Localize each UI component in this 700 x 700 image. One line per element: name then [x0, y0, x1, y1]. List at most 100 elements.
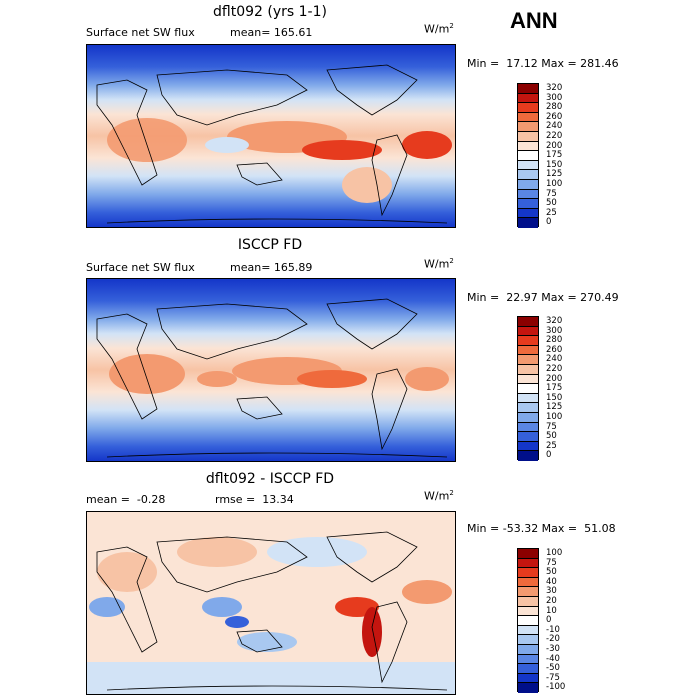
colorbar-swatch [518, 317, 538, 327]
colorbar-swatch [518, 93, 538, 104]
colorbar-swatch [518, 673, 538, 684]
colorbar-difference [517, 548, 539, 693]
colorbar-swatch [518, 189, 538, 200]
colorbar-swatch [518, 403, 538, 413]
tick-label: 25 [546, 440, 557, 451]
world-map-model [86, 44, 456, 228]
tick-label: 300 [546, 92, 563, 103]
colorbar-swatch [518, 141, 538, 152]
field-name: Surface net SW flux [86, 26, 195, 39]
tick-label: 200 [546, 373, 563, 384]
colorbar-swatch [518, 208, 538, 219]
tick-label: 220 [546, 131, 563, 141]
colorbar-model [517, 83, 539, 228]
min-max-label: Min = 17.12 Max = 281.46 [467, 57, 619, 70]
tick-label: -50 [546, 663, 560, 674]
tick-label: 260 [546, 344, 563, 355]
colorbar-swatch [518, 103, 538, 113]
units-label: W/m2 [424, 489, 454, 503]
colorbar-swatch [518, 568, 538, 578]
colorbar-swatch [518, 635, 538, 645]
tick-label: 50 [546, 567, 557, 578]
tick-label: -75 [546, 672, 560, 683]
colorbar-swatch [518, 644, 538, 655]
colorbar-swatch [518, 587, 538, 597]
colorbar-swatch [518, 170, 538, 180]
colorbar-swatch [518, 683, 538, 693]
tick-label: 40 [546, 576, 557, 587]
colorbar-swatch [518, 606, 538, 617]
tick-label: 175 [546, 383, 563, 394]
tick-label: -20 [546, 634, 560, 645]
mean-value: mean= 165.61 [230, 26, 313, 39]
tick-label: 280 [546, 102, 563, 113]
colorbar-swatch [518, 422, 538, 433]
colorbar-observations [517, 316, 539, 461]
min-max-label: Min = 22.97 Max = 270.49 [467, 291, 619, 304]
colorbar-swatch [518, 179, 538, 190]
tick-label: 75 [546, 421, 557, 432]
contour-map-image [87, 279, 455, 461]
coastline-outlines [96, 298, 448, 458]
colorbar-swatch [518, 199, 538, 209]
mean-value: mean= 165.89 [230, 261, 313, 274]
tick-label: 30 [546, 586, 557, 597]
colorbar-swatch [518, 336, 538, 346]
tick-label: 300 [546, 325, 563, 336]
colorbar-swatch [518, 355, 538, 365]
colorbar-swatch [518, 345, 538, 356]
tick-label: -100 [546, 682, 566, 693]
colorbar-swatch [518, 432, 538, 442]
world-map-observations [86, 278, 456, 462]
colorbar-swatch [518, 664, 538, 674]
colorbar-swatch [518, 131, 538, 142]
colorbar-swatch [518, 364, 538, 375]
tick-label: 25 [546, 207, 557, 218]
tick-label: 20 [546, 596, 557, 606]
colorbar-ticks: 320 300 280 260 240 220 200 175 150 125 … [546, 84, 586, 228]
colorbar-swatch [518, 412, 538, 423]
tick-label: 50 [546, 198, 557, 209]
units-label: W/m2 [424, 257, 454, 271]
colorbar-ticks: 100 75 50 40 30 20 10 0 -10 -20 -30 -40 … [546, 549, 586, 693]
colorbar-swatch [518, 122, 538, 132]
colorbar-swatch [518, 596, 538, 607]
tick-label: 150 [546, 159, 563, 170]
tick-label: 50 [546, 431, 557, 442]
colorbar-swatch [518, 384, 538, 394]
panel-title: dflt092 - ISCCP FD [205, 471, 335, 487]
tick-label: -30 [546, 644, 560, 654]
tick-label: 260 [546, 111, 563, 122]
colorbar-swatch [518, 112, 538, 123]
colorbar-swatch [518, 441, 538, 452]
tick-label: -10 [546, 624, 560, 635]
colorbar-swatch [518, 84, 538, 94]
tick-label: 200 [546, 140, 563, 151]
contour-map-image [87, 45, 455, 227]
tick-label: 100 [546, 179, 563, 189]
tick-label: 100 [546, 548, 563, 558]
tick-label: 220 [546, 364, 563, 374]
tick-label: 175 [546, 150, 563, 161]
tick-label: 240 [546, 354, 563, 365]
tick-label: 0 [546, 217, 552, 228]
colorbar-swatch [518, 326, 538, 337]
colorbar-swatch [518, 558, 538, 569]
tick-label: 10 [546, 605, 557, 616]
panel-title: dflt092 (yrs 1-1) [213, 4, 327, 20]
colorbar-swatch [518, 549, 538, 559]
colorbar-swatch [518, 393, 538, 404]
colorbar-swatch [518, 374, 538, 385]
units-label: W/m2 [424, 22, 454, 36]
colorbar-swatch [518, 577, 538, 588]
tick-label: 125 [546, 169, 563, 180]
tick-label: 0 [546, 615, 552, 626]
colorbar-ticks: 320 300 280 260 240 220 200 175 150 125 … [546, 317, 586, 461]
colorbar-swatch [518, 160, 538, 171]
coastline-outlines [96, 531, 448, 691]
tick-label: -40 [546, 653, 560, 664]
min-max-label: Min = -53.32 Max = 51.08 [467, 522, 616, 535]
tick-label: 0 [546, 450, 552, 461]
tick-label: 280 [546, 335, 563, 346]
world-map-difference [86, 511, 456, 695]
